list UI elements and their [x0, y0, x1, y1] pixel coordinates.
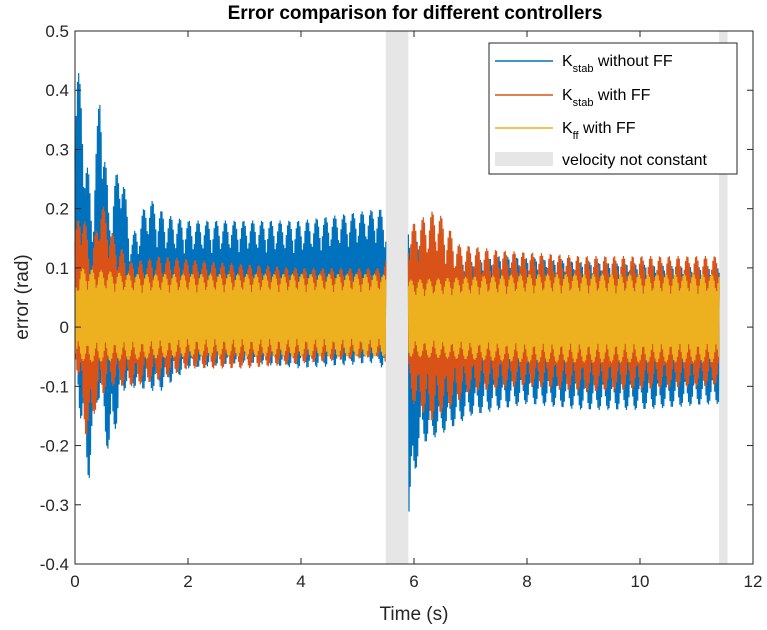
x-tick-label: 12 — [744, 572, 763, 591]
y-tick-label: -0.1 — [40, 377, 69, 396]
x-axis-label: Time (s) — [380, 604, 449, 625]
y-tick-label: -0.2 — [40, 437, 69, 456]
x-tick-label: 8 — [522, 572, 531, 591]
y-axis-label: error (rad) — [12, 254, 33, 340]
legend-swatch-shaded — [495, 152, 553, 166]
shaded-regions — [385, 31, 728, 564]
x-tick-label: 4 — [296, 572, 305, 591]
y-tick-label: -0.4 — [40, 555, 69, 574]
y-tick-label: -0.3 — [40, 496, 69, 515]
legend: Kstab without FF Kstab with FF Kff with FF… — [488, 42, 738, 175]
series-3-segment-2 — [407, 273, 720, 363]
chart-title: Error comparison for different controlle… — [228, 3, 603, 24]
y-tick-label: 0 — [60, 318, 69, 337]
x-tick-label: 10 — [631, 572, 650, 591]
y-tick-label: 0.4 — [45, 81, 69, 100]
x-tick-label: 6 — [409, 572, 418, 591]
legend-label-shaded: velocity not constant — [562, 152, 708, 169]
y-tick-label: 0.2 — [45, 200, 69, 219]
x-tick-label: 0 — [70, 572, 79, 591]
series-3-line — [74, 268, 720, 363]
series-3-segment-1 — [74, 268, 387, 363]
y-tick-label: 0.1 — [45, 259, 69, 278]
legend-label-1: Kstab without FF — [562, 53, 673, 75]
y-tick-label: 0.5 — [45, 22, 69, 41]
legend-label-2: Kstab with FF — [562, 87, 651, 109]
x-tick-label: 2 — [183, 572, 192, 591]
shaded-region-1 — [385, 31, 409, 564]
data-series — [74, 73, 720, 512]
y-tick-label: 0.3 — [45, 140, 69, 159]
x-axis: 0 2 4 6 8 10 12 — [70, 31, 762, 591]
shaded-region-2 — [719, 31, 728, 564]
y-axis: -0.4 -0.3 -0.2 -0.1 0 0.1 0.2 0.3 0.4 0.5 — [40, 22, 753, 574]
legend-label-3: Kff with FF — [562, 120, 636, 142]
